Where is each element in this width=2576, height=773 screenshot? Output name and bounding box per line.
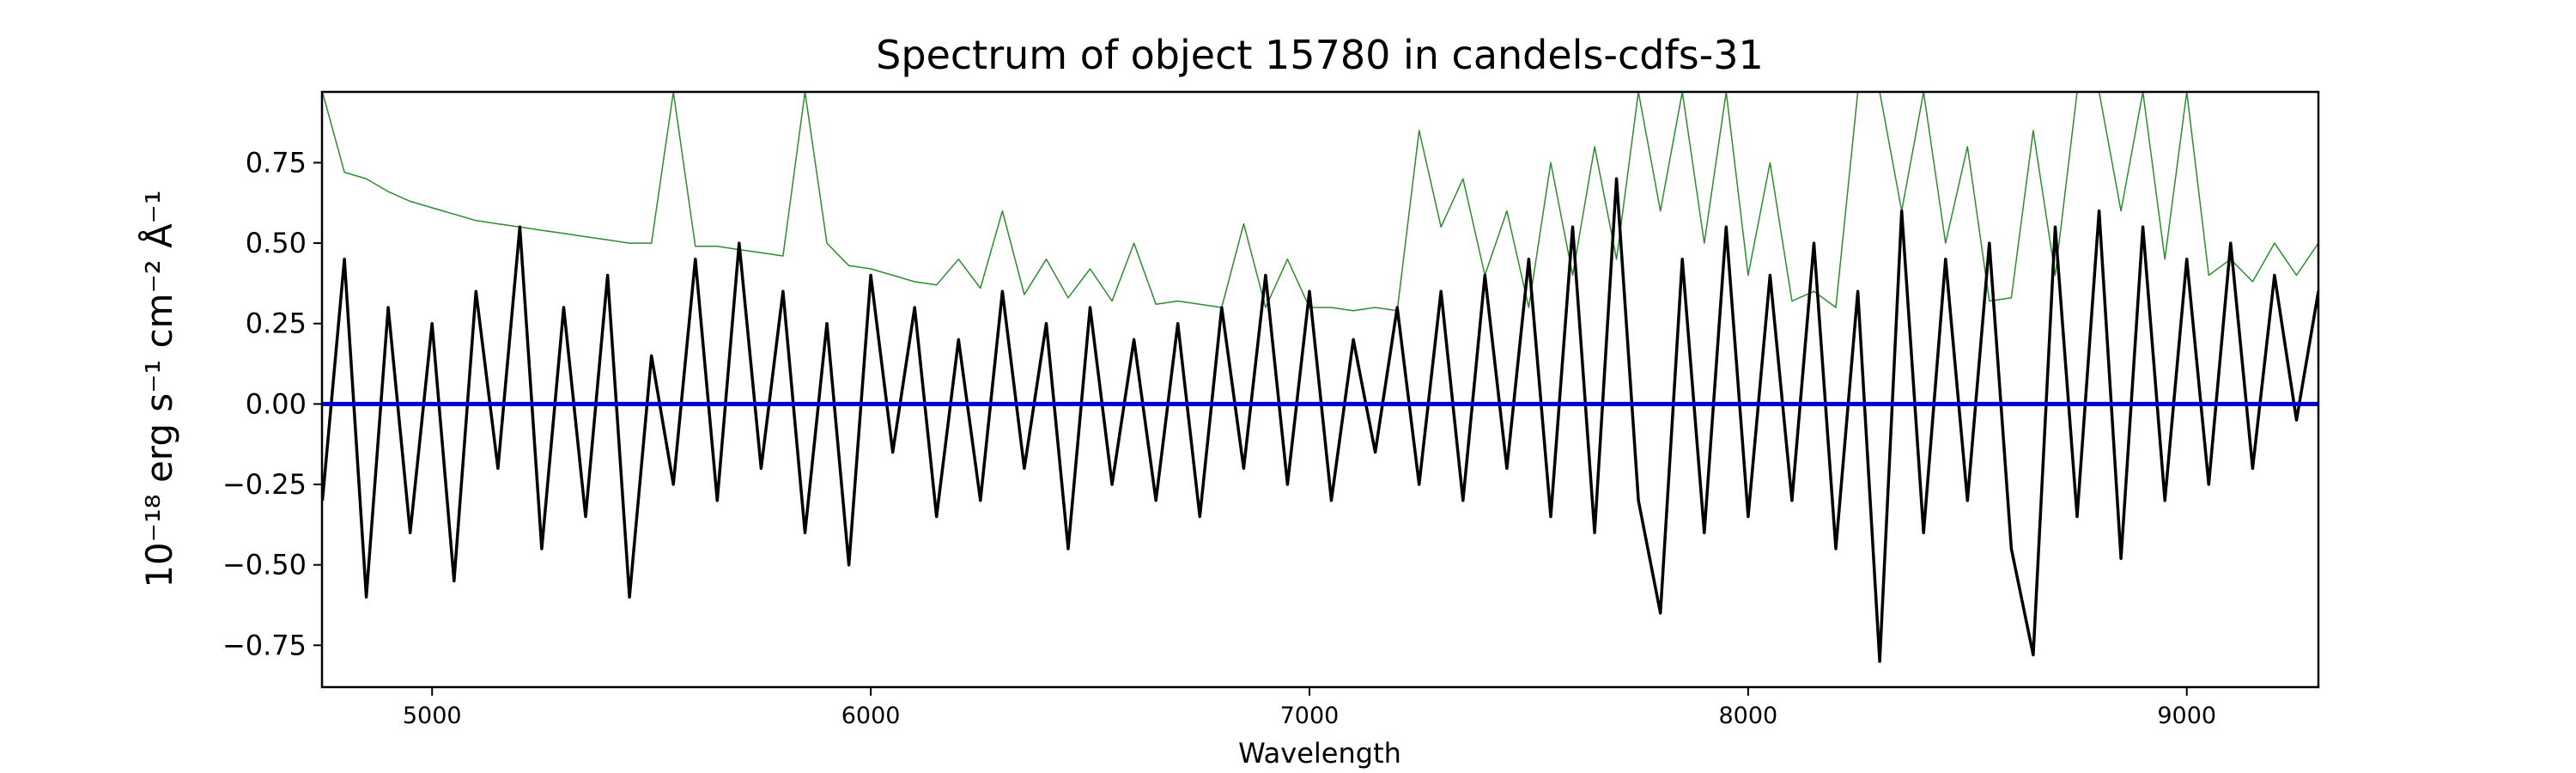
axes-frame [320,90,2320,689]
y-tick-label: 0.25 [246,307,307,340]
x-tick-label: 5000 [403,703,462,729]
y-tick-label: −0.75 [222,629,307,661]
x-tick-label: 6000 [841,703,901,729]
plot-area [322,92,2318,663]
x-tick-label: 7000 [1280,703,1340,729]
chart-title: Spectrum of object 15780 in candels-cdfs… [876,32,1764,78]
spectrum-line [322,92,2318,312]
spectrum-line [322,177,2318,663]
y-tick-label: 0.00 [246,387,307,420]
y-tick-label: 0.50 [246,227,307,259]
y-axis-label: 10⁻¹⁸ erg s⁻¹ cm⁻² Å⁻¹ [137,190,180,587]
y-tick-label: −0.50 [222,549,307,581]
x-tick-label: 8000 [1719,703,1778,729]
x-tick-label: 9000 [2157,703,2216,729]
y-tick-label: 0.75 [246,146,307,179]
y-tick-label: −0.25 [222,468,307,501]
x-axis-label: Wavelength [1238,737,1401,770]
